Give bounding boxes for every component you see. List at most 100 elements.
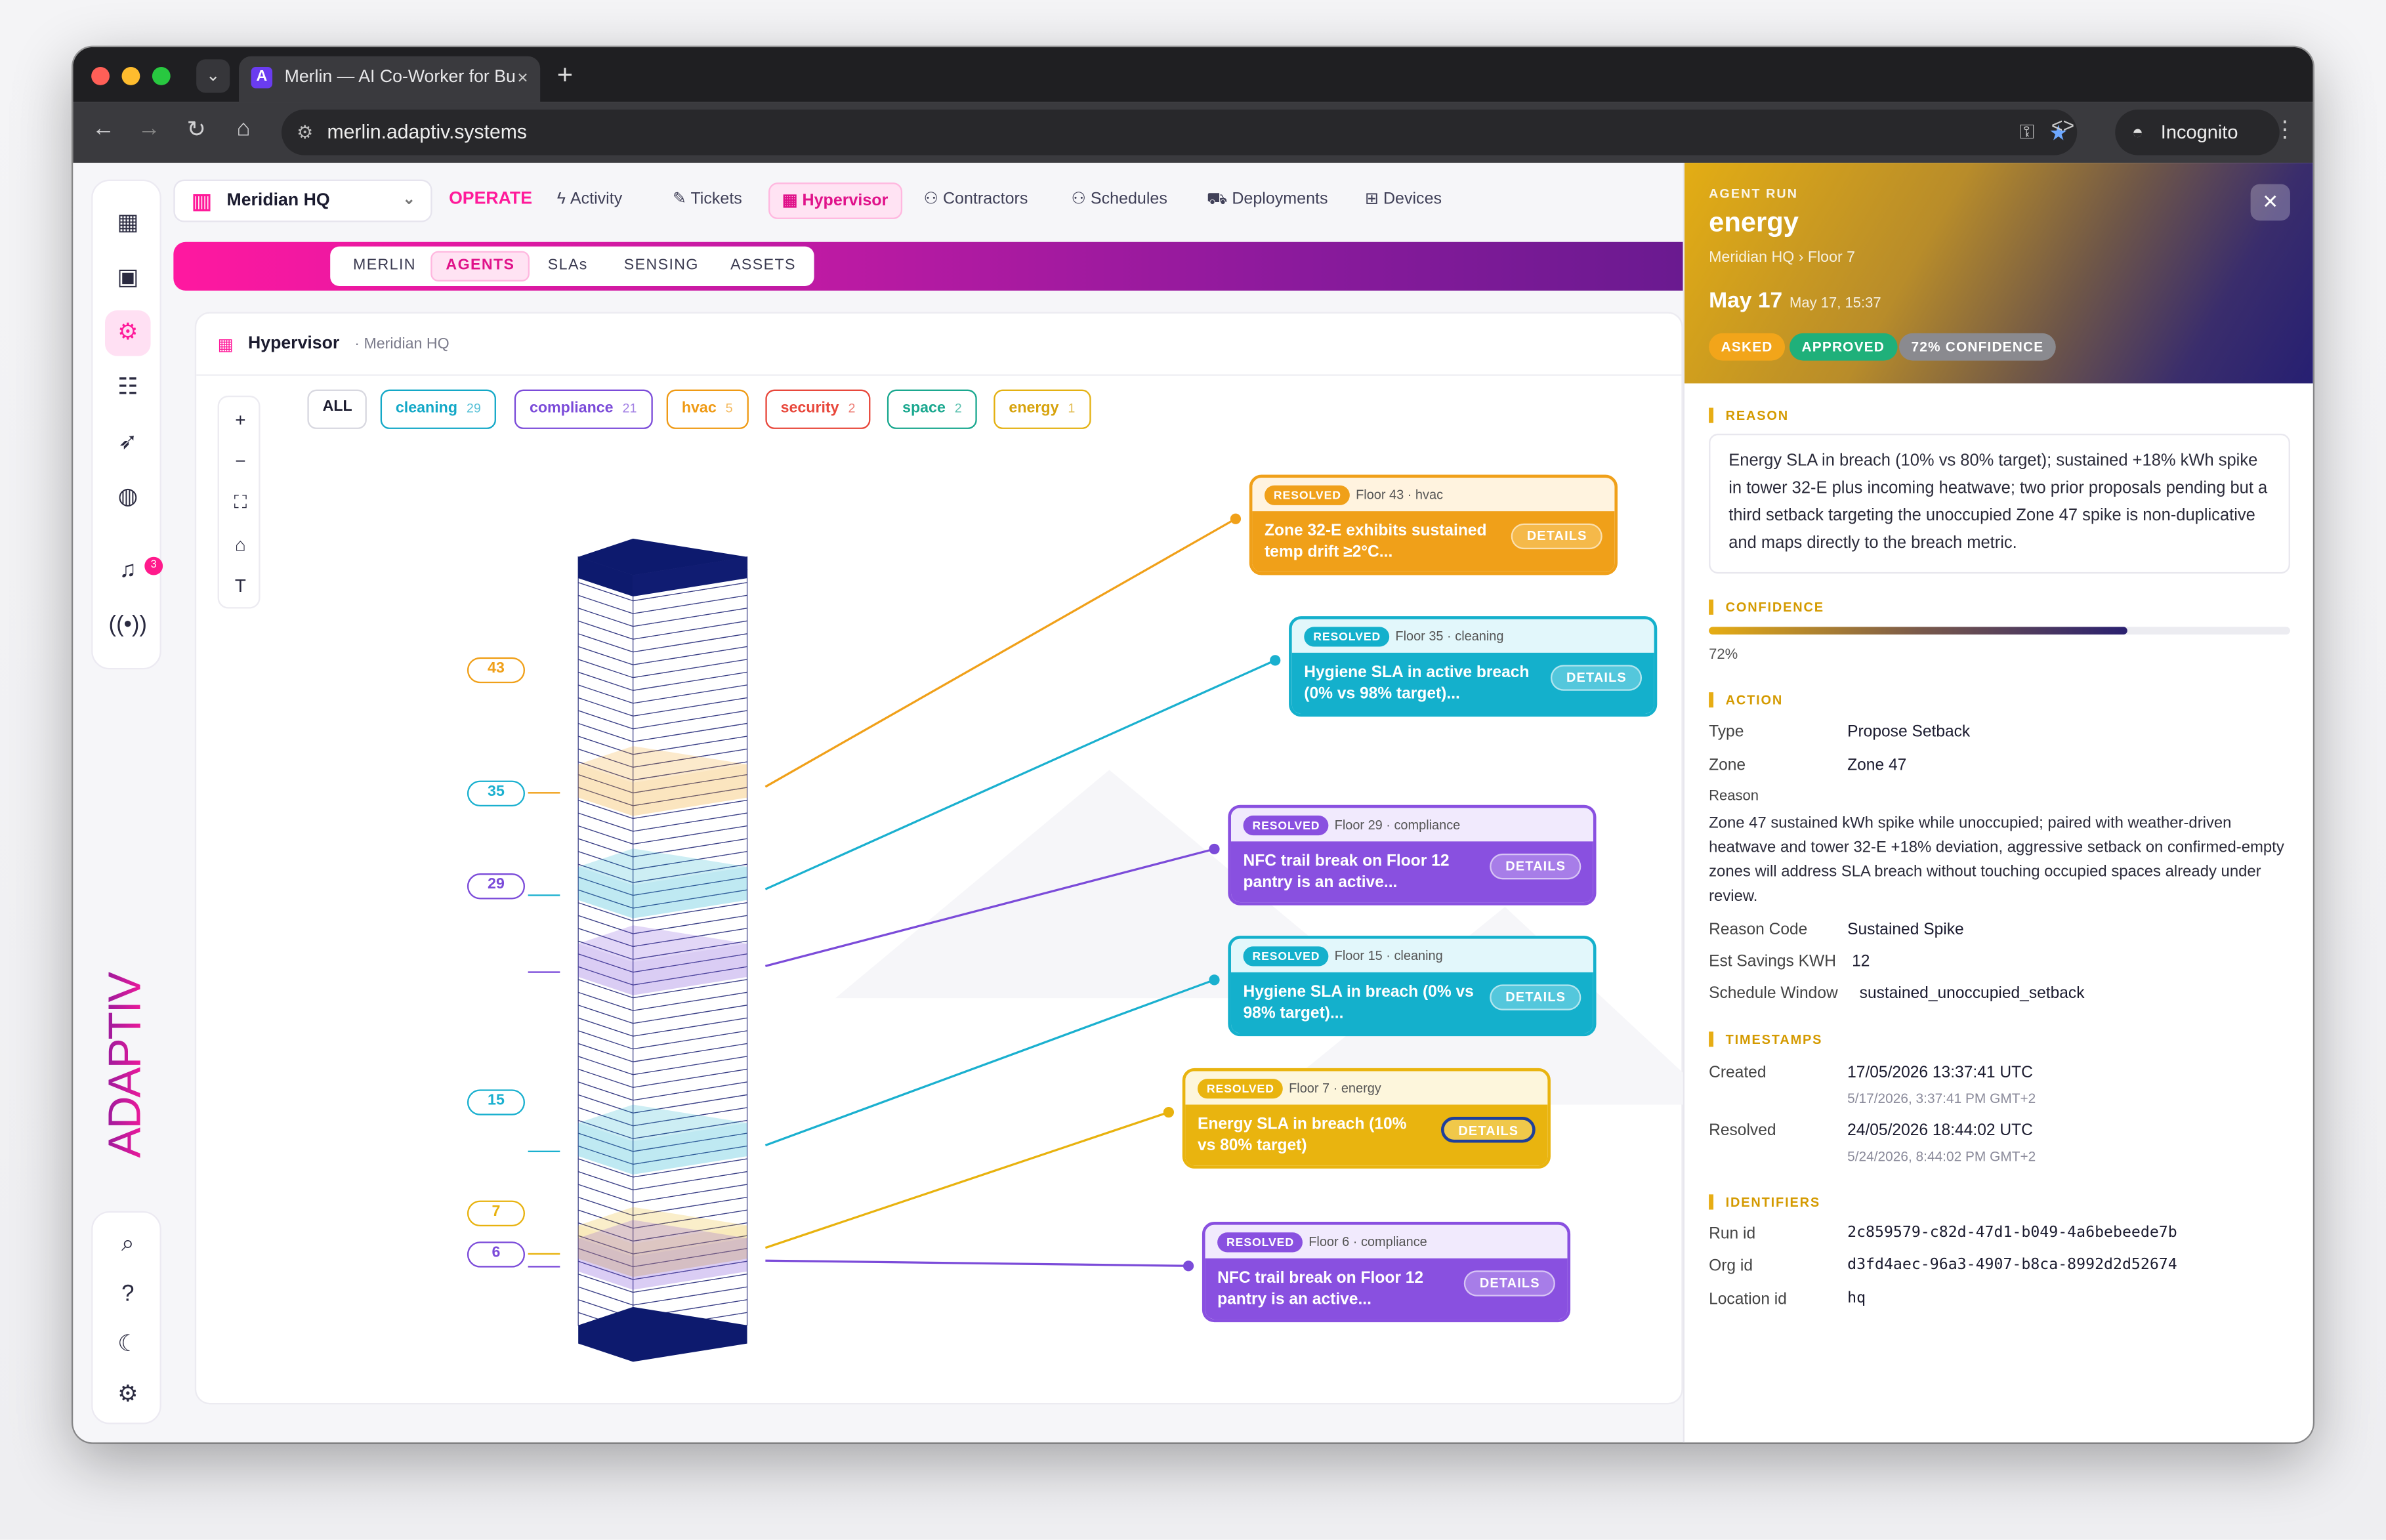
fit-view-icon[interactable]: ⛶ — [234, 491, 247, 513]
calendar-list-icon[interactable]: ☷ — [117, 374, 138, 400]
home-view-icon[interactable]: ⌂ — [234, 533, 246, 556]
connector-dot — [1163, 1106, 1175, 1118]
filter-hvac[interactable]: hvac 5 — [666, 389, 748, 429]
status-badge: RESOLVED — [1243, 815, 1329, 836]
floor-marker-43[interactable]: 43 — [467, 657, 526, 684]
run-id-label: Run id — [1709, 1224, 1756, 1243]
new-tab-button[interactable]: + — [556, 59, 574, 90]
nav-tickets[interactable]: ✎ Tickets — [673, 178, 742, 220]
incident-card[interactable]: RESOLVED Floor 43 · hvac Zone 32-E exhibi… — [1249, 474, 1618, 575]
monitor-icon[interactable]: ▣ — [117, 264, 139, 291]
text-toggle-icon[interactable]: T — [234, 575, 246, 597]
browser-tab[interactable]: A Merlin — AI Co-Worker for Bu × — [239, 56, 541, 102]
home-icon[interactable]: ⌂ — [236, 115, 251, 142]
rocket-icon[interactable]: ➶ — [118, 428, 138, 455]
nav-activity[interactable]: ϟ Activity — [557, 178, 623, 220]
incident-card[interactable]: RESOLVED Floor 29 · compliance NFC trail … — [1228, 804, 1597, 905]
sidebar-rail: ▦ ▣ ⚙ ☷ ➶ ◍ ♫ 3 ((•)) — [91, 179, 163, 670]
zoom-out-icon[interactable]: − — [235, 450, 246, 472]
bell-icon[interactable]: ♫ 3 — [105, 548, 163, 594]
building-base — [578, 1306, 747, 1362]
section-action: ACTION — [1709, 692, 1783, 708]
incognito-indicator[interactable]: ◓ Incognito — [2115, 109, 2280, 156]
forward-icon[interactable]: → — [137, 115, 161, 142]
details-button[interactable]: DETAILS — [1490, 853, 1581, 880]
card-header: RESOLVED Floor 35 · cleaning — [1291, 619, 1654, 653]
floor-marker-15[interactable]: 15 — [467, 1089, 526, 1115]
site-info-icon[interactable]: ⚙ — [297, 121, 314, 143]
minimize-window-button[interactable] — [121, 67, 140, 85]
filter-compliance[interactable]: compliance 21 — [514, 389, 652, 429]
dashboard-icon[interactable]: ▦ — [117, 210, 139, 236]
status-badge: RESOLVED — [1197, 1079, 1284, 1099]
details-button[interactable]: DETAILS — [1511, 523, 1602, 550]
settings-icon[interactable]: ⚙ — [117, 1381, 138, 1407]
details-button[interactable]: DETAILS — [1490, 984, 1581, 1010]
subtab-assets[interactable]: ASSETS — [730, 257, 796, 274]
code-icon[interactable]: <> — [2051, 114, 2075, 137]
details-button[interactable]: DETAILS — [1464, 1270, 1555, 1297]
incident-card[interactable]: RESOLVED Floor 6 · compliance NFC trail b… — [1202, 1222, 1571, 1323]
tab-title: Merlin — AI Co-Worker for Bu — [284, 68, 516, 87]
back-icon[interactable]: ← — [92, 115, 115, 142]
location-selector[interactable]: ▥ Meridian HQ ⌄ — [173, 179, 432, 222]
zoom-in-icon[interactable]: + — [235, 409, 246, 431]
address-bar[interactable]: ⚙ merlin.adaptiv.systems ⚿ ★ — [281, 109, 2078, 156]
help-icon[interactable]: ? — [121, 1281, 135, 1307]
reload-icon[interactable]: ↻ — [186, 117, 206, 143]
filter-all[interactable]: ALL — [307, 389, 367, 429]
nav-deployments[interactable]: ⛟ Deployments — [1207, 178, 1328, 220]
moon-icon[interactable]: ☾ — [117, 1331, 138, 1358]
incident-card[interactable]: RESOLVED Floor 7 · energy Energy SLA in b… — [1182, 1068, 1551, 1169]
floor-marker-7[interactable]: 7 — [467, 1200, 526, 1227]
nav-schedules[interactable]: ⚇ Schedules — [1071, 178, 1167, 220]
star-icon[interactable]: ★ — [2049, 120, 2068, 145]
search-icon[interactable]: ⌕ — [121, 1230, 135, 1257]
nav-deployments-label: Deployments — [1232, 190, 1328, 209]
subtab-merlin[interactable]: MERLIN — [352, 257, 416, 274]
agents-gear-icon[interactable]: ⚙ — [105, 310, 151, 356]
action-reason-text: Zone 47 sustained kWh spike while unoccu… — [1709, 815, 2284, 905]
roof-top — [578, 538, 747, 575]
panel-divider — [196, 374, 1682, 376]
details-button[interactable]: DETAILS — [1441, 1117, 1536, 1143]
details-button[interactable]: DETAILS — [1551, 665, 1643, 691]
filter-label: cleaning — [395, 400, 458, 417]
nav-hypervisor-label: Hypervisor — [802, 192, 889, 211]
key-icon[interactable]: ⚿ — [2019, 120, 2035, 143]
tab-search-button[interactable]: ⌄ — [196, 59, 230, 93]
incident-card[interactable]: RESOLVED Floor 35 · cleaning Hygiene SLA … — [1289, 616, 1658, 717]
operate-label[interactable]: OPERATE — [449, 190, 533, 209]
nav-contractors[interactable]: ⚇ Contractors — [924, 178, 1028, 220]
created-label: Created — [1709, 1063, 1767, 1082]
subtab-sensing[interactable]: SENSING — [623, 257, 699, 274]
globe-icon[interactable]: ◍ — [117, 484, 138, 510]
filter-energy[interactable]: energy 1 — [994, 389, 1091, 429]
kebab-icon[interactable]: ⋮ — [2273, 117, 2297, 143]
floor-marker-35[interactable]: 35 — [467, 780, 526, 807]
building-icon: ▥ — [192, 188, 212, 213]
close-icon[interactable]: ✕ — [2250, 184, 2290, 221]
schedules-icon: ⚇ — [1071, 190, 1091, 209]
action-zone-label: Zone — [1709, 756, 1746, 775]
incident-card[interactable]: RESOLVED Floor 15 · cleaning Hygiene SLA … — [1228, 936, 1597, 1037]
broadcast-icon[interactable]: ((•)) — [108, 612, 148, 638]
floor-marker-6[interactable]: 6 — [467, 1241, 526, 1268]
filter-space[interactable]: space 2 — [887, 389, 977, 429]
drawer-date-sub: May 17, 15:37 — [1790, 295, 1881, 312]
subnav-band: MERLIN AGENTS SLAs SENSING ASSETS — [173, 241, 1683, 291]
subtab-slas[interactable]: SLAs — [547, 257, 588, 274]
tab-close-icon[interactable]: × — [517, 67, 528, 89]
nav-devices[interactable]: ⊞ Devices — [1365, 178, 1442, 220]
filter-cleaning[interactable]: cleaning 29 — [380, 389, 497, 429]
connector-dot — [1209, 843, 1220, 855]
subtab-agents[interactable]: AGENTS — [430, 251, 530, 281]
floor-marker-29[interactable]: 29 — [467, 873, 526, 900]
card-meta: Floor 43 · hvac — [1356, 487, 1444, 503]
close-window-button[interactable] — [91, 67, 110, 85]
zoom-window-button[interactable] — [152, 67, 171, 85]
nav-hypervisor[interactable]: ▦ Hypervisor — [768, 182, 902, 219]
card-meta: Floor 15 · cleaning — [1334, 947, 1443, 963]
filter-security[interactable]: security 2 — [765, 389, 871, 429]
zoom-controls: + − ⛶ ⌂ T — [217, 395, 261, 609]
